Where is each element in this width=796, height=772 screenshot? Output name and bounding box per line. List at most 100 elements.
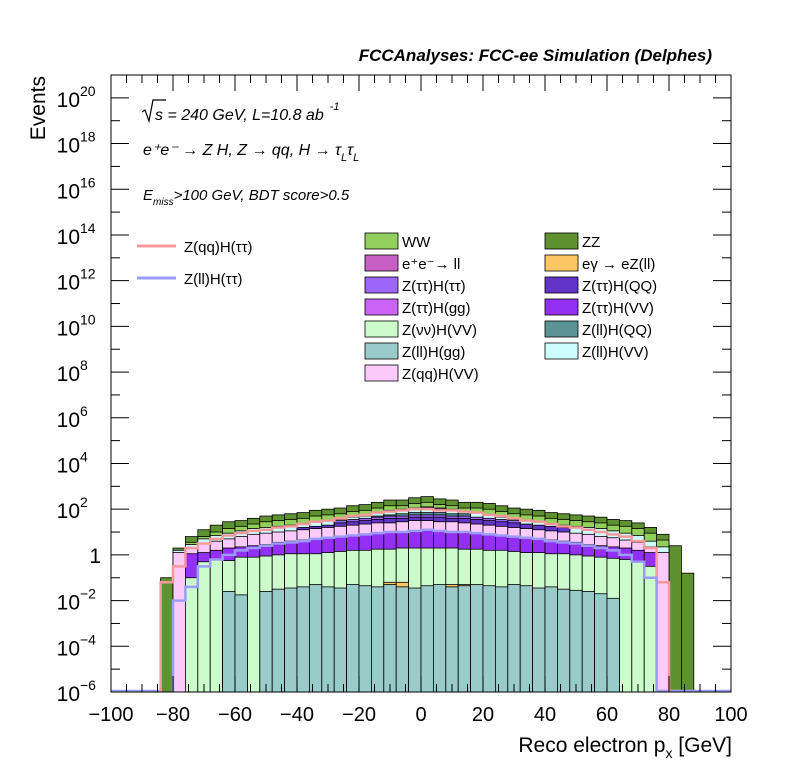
legend-label-sig_ll: Z(ll)H(ττ) [184,271,243,288]
ll_gg-bar [259,591,273,693]
annotation-cut: Emiss>100 GeV, BDT score>0.5 [143,187,350,208]
process-tau-2: τ [347,142,354,159]
cut-e: E [143,187,154,204]
ll_gg-bar [308,584,323,693]
legend-label-egamma: eγ → eZ(ll) [582,256,655,273]
legend-swatch-egamma [544,254,579,272]
legend-swatch-ZZ [544,232,579,250]
legend-label-ll_VV: Z(ll)H(VV) [582,344,649,361]
ll_gg-bar [358,585,372,693]
legend-swatch-tautau_tautau [364,276,399,294]
ll_gg-bar [445,586,459,693]
x-tick-label: −100 [88,704,133,726]
x-tick-label: 40 [534,704,556,726]
y-tick-exponent: 14 [80,220,96,236]
y-tick-label: 10 [57,500,80,523]
x-tick-label: −80 [156,704,190,726]
y-tick-exponent: 2 [80,494,88,510]
ll_gg-bar [544,586,558,693]
legend-label-tautau_VV: Z(ττ)H(VV) [582,300,654,317]
energy-value: = 240 GeV, L=10.8 ab [163,107,324,124]
ll_gg-bar [321,586,335,693]
legend-swatch-tautau_QQ [544,276,579,294]
ll_gg-bar [420,585,434,693]
ll_gg-bar [594,593,608,693]
y-tick-exponent: −4 [80,631,96,647]
legend-swatch-ee_ll [364,254,399,272]
y-tick-exponent: 16 [80,174,96,190]
legend-backgrounds: WW ZZ e⁺e⁻→ ll eγ → eZ(ll) Z(ττ)H(ττ) Z(ττ)H(… [364,232,657,383]
legend-label-tautau_tautau: Z(ττ)H(ττ) [402,278,466,295]
legend-label-ll_gg: Z(ll)H(gg) [402,344,465,361]
chart-title: FCCAnalyses: FCC-ee Simulation (Delphes) [359,46,713,65]
y-tick-label: 10 [57,226,80,249]
y-tick-exponent: 6 [80,403,88,419]
y-tick-label: 10 [57,272,80,295]
y-axis-label: Events [27,76,50,140]
ll_gg-bar [346,584,360,693]
nunu_VV-bar [246,556,261,693]
y-tick-label: 10 [57,683,80,706]
x-tick-label: 100 [714,704,747,726]
ll_gg-bar [383,584,397,693]
x-tick-label: 0 [415,704,426,726]
ll_gg-bar [507,584,521,693]
y-tick-label: 10 [57,363,80,386]
legend-label-ZZ: ZZ [582,234,600,251]
ll_gg-bar [569,589,583,693]
y-tick-label: 10 [57,592,80,615]
qq_VV-bar [172,552,186,693]
process-text: e⁺e⁻ → Z H, Z → qq, H → τ [143,142,342,159]
y-tick-label: 10 [57,454,80,477]
ZZ-bar [681,572,695,693]
cut-rest: >100 GeV, BDT score>0.5 [174,187,350,204]
y-tick-label: 10 [57,180,80,203]
y-tick-label: 10 [57,89,80,112]
nunu_VV-bar [631,561,645,693]
legend-label-nunu_VV: Z(νν)H(VV) [402,322,477,339]
x-tick-label: 60 [596,704,618,726]
y-tick-exponent: −2 [80,586,96,602]
energy-text: s = 240 GeV, L=10.8 ab -1 [155,101,340,124]
legend-label-sig_qq: Z(qq)H(ττ) [184,239,253,256]
signal-line-zll-htautau [171,528,658,692]
x-tick-label: 80 [658,704,680,726]
y-tick-exponent: 4 [80,448,88,464]
legend-label-tautau_QQ: Z(ττ)H(QQ) [582,278,657,295]
signal-line-zqq-htautau [159,507,671,692]
legend-label-ee_ll: e⁺e⁻→ ll [402,256,460,273]
ll_gg-bar [408,587,422,693]
nunu_VV-bar [209,559,223,693]
ll_gg-bar [284,587,298,693]
legend-swatch-ll_gg [364,342,399,360]
x-tick-label: −20 [342,704,376,726]
legend-swatch-tautau_VV [544,298,579,316]
y-tick-label: 10 [57,317,80,340]
legend-swatch-tautau_gg [364,298,399,316]
stacked-bars [111,496,731,693]
ll_gg-bar [581,591,596,693]
x-tick-label: −60 [218,704,252,726]
legend-label-WW: WW [402,234,431,251]
ll_gg-bar [470,584,484,693]
ZZ-bar [668,545,682,693]
x-tick-label: 20 [472,704,494,726]
annotation-process: e⁺e⁻ → Z H, Z → qq, H → τLτL [143,142,359,164]
legend-signals: Z(qq)H(ττ) Z(ll)H(ττ) [137,239,253,288]
ll_gg-bar [606,597,620,693]
signal-lines [159,507,671,692]
x-tick-label: −40 [280,704,314,726]
nunu_VV-bar [619,559,633,693]
axis-ticks: −100 −80 −60 −40 −20 0 20 40 60 80 10010−610−410−2… [57,74,748,726]
y-tick-exponent: 20 [80,83,96,99]
y-tick-label: 10 [57,135,80,158]
ll_gg-bar [557,588,571,693]
ll_gg-bar [532,587,546,693]
ll_gg-bar [370,586,385,693]
ll_gg-bar [482,585,496,693]
nunu_VV-bar [184,577,199,693]
process-sub-1: L [341,152,347,164]
x-axis-label-main: Reco electron p [518,734,665,757]
y-tick-label: 10 [57,409,80,432]
